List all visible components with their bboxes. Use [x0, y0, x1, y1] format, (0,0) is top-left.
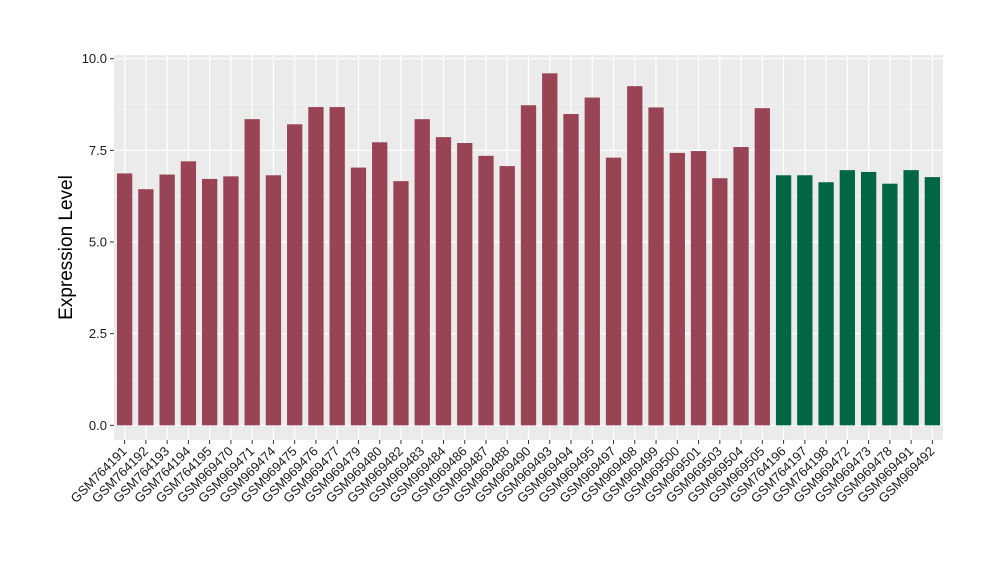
bar-GSM969470	[223, 176, 239, 426]
bar-GSM969487	[478, 155, 494, 426]
y-tick-label: 5.0	[89, 235, 107, 250]
bar-GSM969478	[882, 183, 898, 426]
bar-GSM969477	[329, 107, 345, 426]
bar-GSM969486	[457, 143, 473, 426]
bars-group	[116, 73, 941, 426]
bar-GSM764193	[159, 174, 175, 426]
bar-GSM969475	[287, 124, 303, 426]
y-tick-label: 2.5	[89, 326, 107, 341]
bar-GSM969483	[414, 119, 430, 426]
bar-GSM764197	[797, 175, 813, 426]
bar-GSM969492	[924, 177, 941, 426]
bar-GSM764192	[138, 189, 154, 426]
bar-GSM969504	[733, 147, 749, 426]
bar-GSM969482	[393, 181, 409, 426]
bar-GSM969500	[669, 152, 685, 426]
bar-GSM969473	[860, 171, 877, 426]
bar-GSM764194	[180, 161, 197, 426]
y-axis-title: Expression Level	[56, 175, 77, 320]
bar-GSM764195	[202, 178, 218, 426]
bar-GSM969471	[244, 119, 260, 426]
bar-GSM969499	[648, 107, 664, 426]
bar-GSM969472	[839, 170, 855, 426]
bar-GSM969494	[563, 114, 579, 426]
bar-GSM969476	[308, 107, 324, 426]
bar-GSM969505	[754, 108, 770, 426]
bar-GSM969484	[435, 137, 452, 426]
bar-GSM969480	[372, 142, 388, 426]
bar-GSM969495	[584, 97, 600, 426]
bar-GSM969501	[690, 151, 707, 426]
bar-GSM969474	[265, 175, 282, 426]
bar-GSM969479	[350, 167, 367, 426]
bar-GSM969497	[605, 157, 622, 426]
bar-GSM969491	[903, 170, 919, 426]
bar-GSM969490	[520, 105, 537, 426]
bar-GSM764196	[775, 175, 792, 426]
x-axis: GSM764191GSM764192GSM764193GSM764194GSM7…	[68, 440, 937, 506]
y-tick-label: 10.0	[82, 51, 107, 66]
y-tick-label: 0.0	[89, 418, 107, 433]
bar-GSM969493	[542, 73, 558, 426]
bar-GSM764198	[818, 182, 834, 426]
bar-GSM969498	[627, 86, 643, 426]
bar-GSM764191	[116, 173, 133, 426]
bar-GSM969488	[499, 166, 515, 426]
y-tick-label: 7.5	[89, 143, 107, 158]
y-axis: 0.0 2.5 5.0 7.5 10.0	[82, 51, 114, 433]
bar-GSM969503	[712, 178, 728, 426]
